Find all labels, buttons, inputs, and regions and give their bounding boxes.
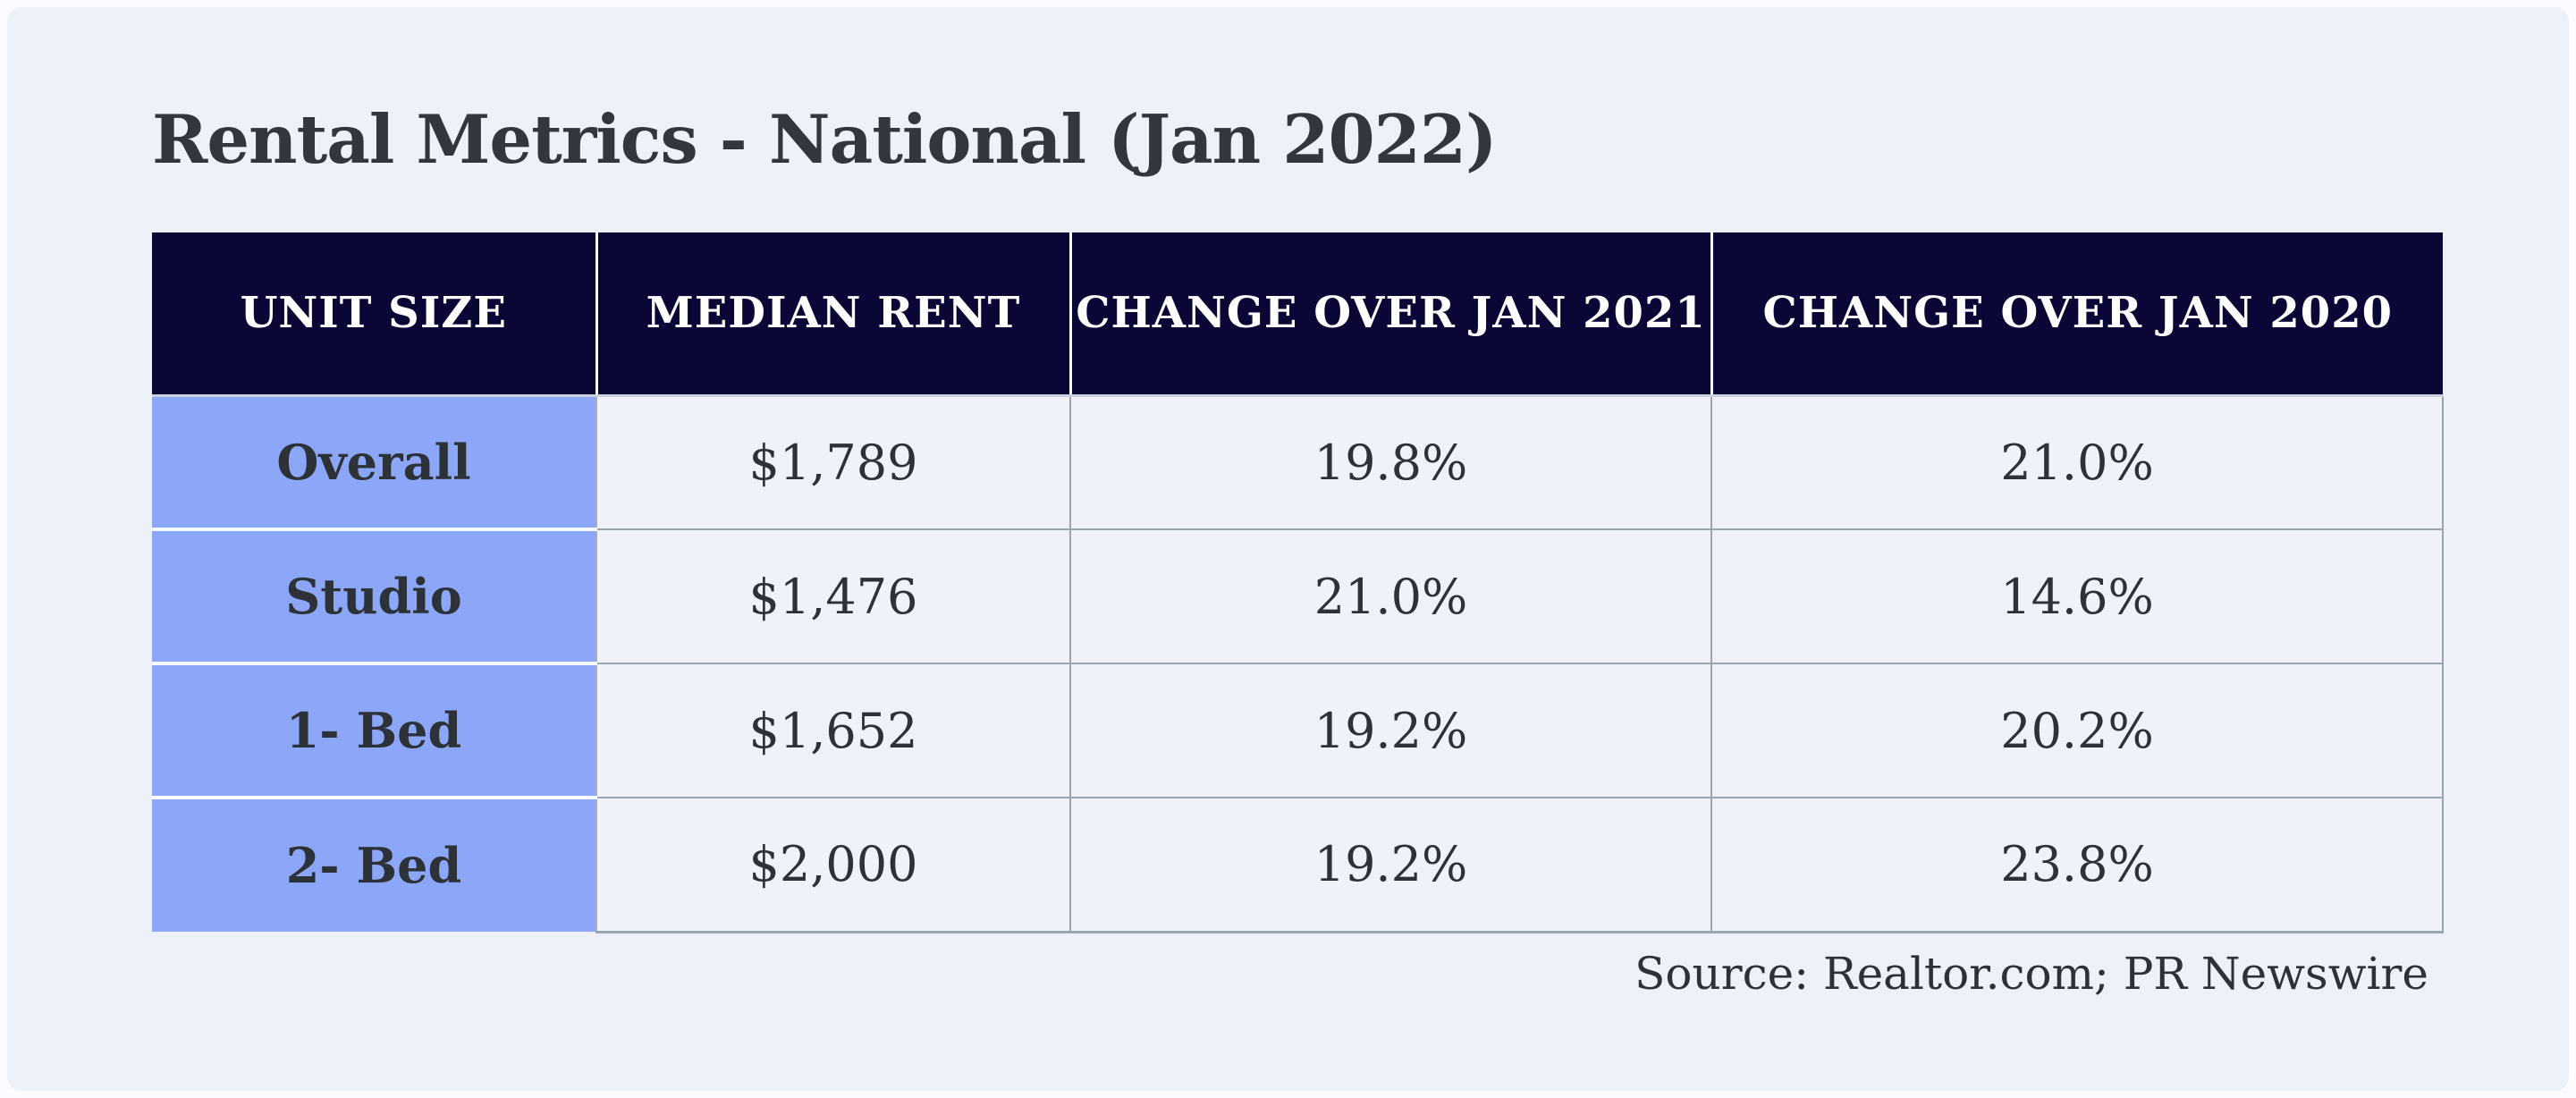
row-label-cell: Studio — [152, 529, 597, 665]
change-2020-cell: 20.2% — [1711, 663, 2444, 798]
change-2020-cell: 23.8% — [1711, 798, 2444, 933]
change-2020-cell: 14.6% — [1711, 529, 2444, 664]
page-title: Rental Metrics - National (Jan 2022) — [152, 100, 1498, 179]
median-rent-cell: $2,000 — [596, 798, 1071, 933]
page-canvas: Rental Metrics - National (Jan 2022) UNI… — [7, 7, 2569, 1091]
column-header-change-jan-2020: CHANGE OVER JAN 2020 — [1711, 232, 2443, 397]
change-2021-cell: 19.2% — [1070, 798, 1712, 933]
column-header-change-jan-2021: CHANGE OVER JAN 2021 — [1070, 232, 1713, 397]
column-header-median-rent: MEDIAN RENT — [596, 232, 1072, 397]
change-2020-cell: 21.0% — [1711, 395, 2444, 530]
source-credit: Source: Realtor.com; PR Newswire — [1634, 948, 2428, 1000]
column-header-unit-size: UNIT SIZE — [152, 232, 598, 397]
table-header-row: UNIT SIZE MEDIAN RENT CHANGE OVER JAN 20… — [152, 232, 2443, 397]
median-rent-cell: $1,652 — [596, 663, 1071, 798]
table-row-overall: Overall $1,789 19.8% 21.0% — [152, 395, 2444, 531]
row-label-cell: 1- Bed — [152, 663, 597, 799]
change-2021-cell: 21.0% — [1070, 529, 1712, 664]
table-row-studio: Studio $1,476 21.0% 14.6% — [152, 529, 2444, 665]
table-row-1-bed: 1- Bed $1,652 19.2% 20.2% — [152, 663, 2444, 799]
rental-metrics-table: UNIT SIZE MEDIAN RENT CHANGE OVER JAN 20… — [152, 232, 2444, 933]
median-rent-cell: $1,789 — [596, 395, 1071, 530]
table-row-2-bed: 2- Bed $2,000 19.2% 23.8% — [152, 798, 2444, 933]
change-2021-cell: 19.8% — [1070, 395, 1712, 530]
change-2021-cell: 19.2% — [1070, 663, 1712, 798]
row-label-cell: Overall — [152, 395, 597, 531]
row-label-cell: 2- Bed — [152, 798, 597, 932]
median-rent-cell: $1,476 — [596, 529, 1071, 664]
